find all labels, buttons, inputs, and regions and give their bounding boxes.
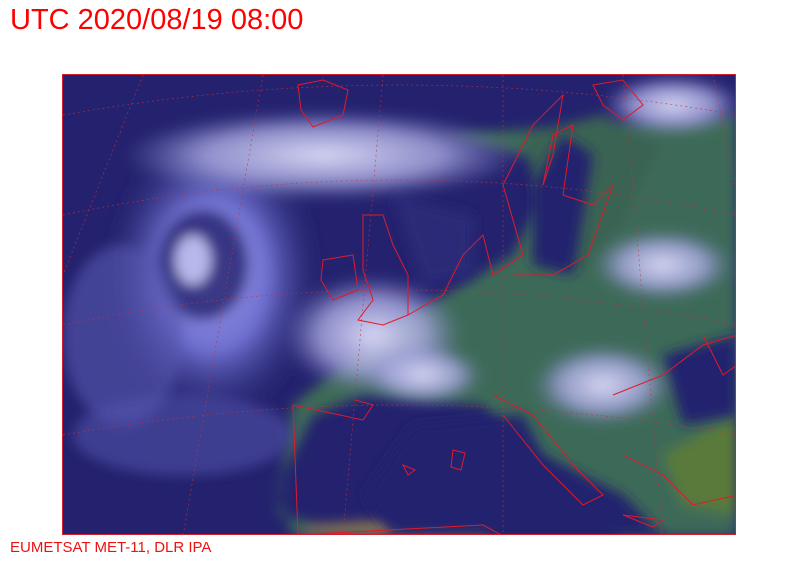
cloud-cover [63, 75, 735, 475]
image-credit: EUMETSAT MET-11, DLR IPA [10, 539, 212, 556]
seas [363, 135, 735, 534]
coastlines [292, 79, 735, 534]
timestamp-title: UTC 2020/08/19 08:00 [10, 4, 304, 36]
graticule [63, 75, 735, 534]
satellite-image [62, 74, 736, 535]
satellite-map [63, 75, 735, 534]
